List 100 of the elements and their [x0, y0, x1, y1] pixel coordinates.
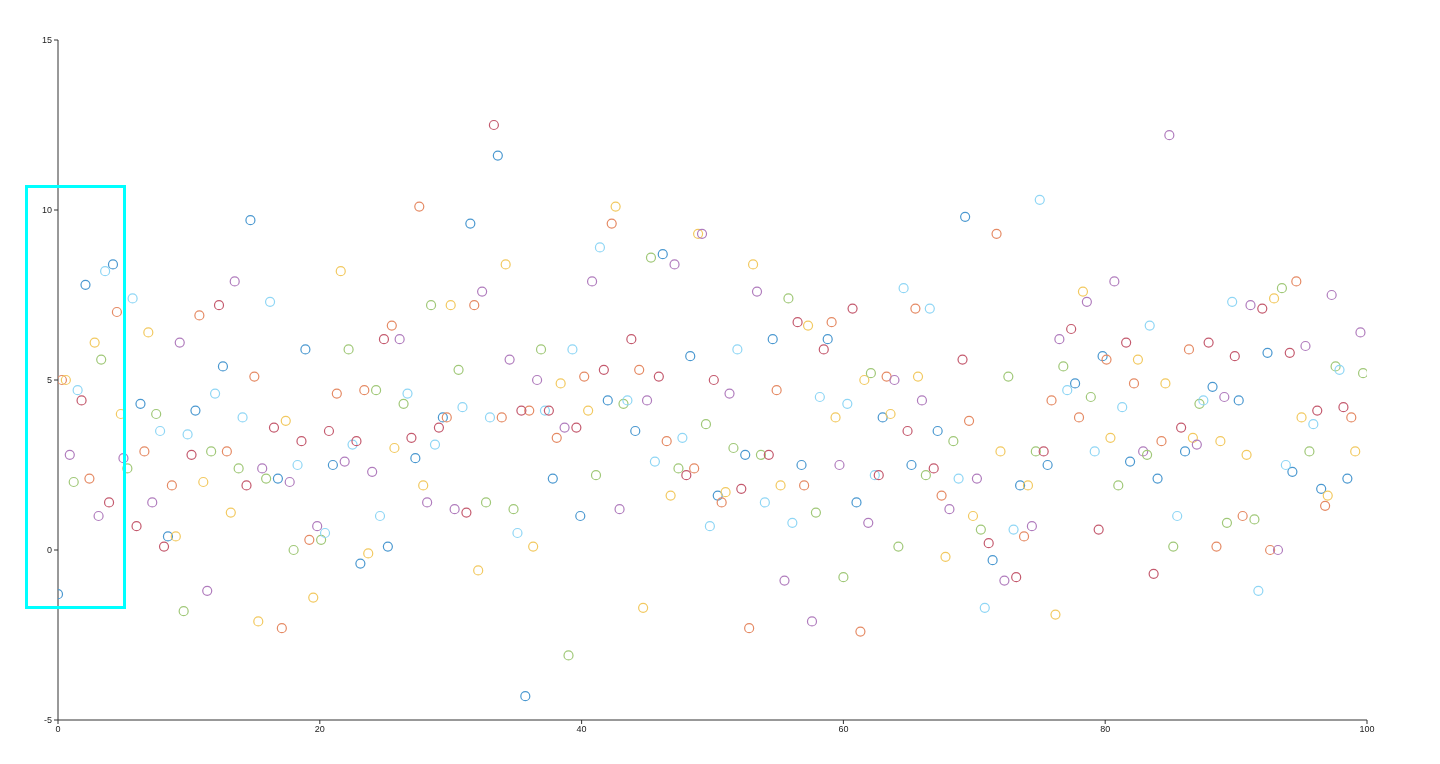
point	[528, 541, 539, 552]
point	[851, 497, 862, 508]
point	[826, 317, 837, 328]
point	[1253, 585, 1264, 596]
point	[249, 371, 260, 382]
point	[1237, 510, 1248, 522]
point	[461, 507, 472, 518]
point	[351, 436, 362, 447]
point	[724, 388, 735, 399]
point	[1322, 490, 1333, 501]
point	[1164, 130, 1175, 141]
point	[414, 201, 425, 212]
point	[335, 266, 346, 277]
point	[689, 463, 700, 474]
point	[693, 228, 704, 239]
point	[630, 425, 641, 437]
point	[158, 541, 170, 552]
point	[983, 538, 994, 549]
point	[924, 303, 935, 314]
point	[1211, 541, 1222, 552]
point	[155, 425, 166, 437]
point	[1296, 412, 1307, 423]
point	[696, 228, 708, 239]
point	[237, 412, 248, 423]
point	[551, 432, 562, 443]
point	[312, 521, 323, 532]
x-tick-label: 80	[1100, 724, 1111, 735]
point	[673, 463, 684, 474]
point	[1148, 568, 1159, 579]
point	[1138, 446, 1149, 457]
point	[209, 388, 221, 399]
point	[241, 480, 252, 491]
point	[1291, 276, 1302, 287]
point	[425, 300, 437, 311]
point	[806, 616, 818, 627]
point	[1179, 446, 1191, 457]
point	[920, 470, 931, 481]
point	[1342, 473, 1353, 484]
point	[166, 480, 177, 491]
point	[268, 422, 280, 433]
point	[594, 242, 606, 253]
point	[398, 398, 409, 409]
x-tick-label: 100	[1359, 724, 1375, 735]
y-tick-label: -5	[43, 715, 52, 726]
point	[1176, 422, 1187, 433]
point	[1066, 323, 1077, 335]
point	[453, 364, 464, 375]
point	[818, 344, 829, 355]
point	[645, 252, 657, 263]
point	[402, 388, 413, 399]
point	[1105, 432, 1116, 443]
point	[863, 517, 874, 528]
point	[93, 510, 104, 522]
point	[217, 361, 229, 372]
point	[963, 415, 975, 426]
point	[96, 354, 107, 365]
point	[842, 398, 853, 409]
point	[763, 449, 774, 460]
point	[838, 572, 849, 583]
point	[1334, 364, 1345, 375]
point	[893, 541, 904, 552]
point	[225, 507, 236, 518]
point	[308, 592, 319, 603]
point	[634, 364, 645, 375]
point	[559, 422, 570, 433]
point	[1346, 412, 1357, 423]
point	[1015, 480, 1026, 491]
point	[1268, 293, 1280, 304]
point	[174, 337, 185, 348]
point	[755, 449, 767, 460]
x-tick-label: 20	[314, 724, 325, 735]
point	[1249, 514, 1260, 525]
point	[834, 459, 845, 471]
point	[394, 334, 405, 345]
point	[64, 449, 75, 460]
point	[245, 215, 256, 226]
point	[182, 429, 193, 440]
point	[1198, 395, 1209, 406]
point	[653, 371, 664, 382]
point	[118, 453, 129, 464]
point	[971, 473, 983, 484]
point	[940, 551, 951, 562]
point	[429, 439, 441, 450]
point	[520, 691, 531, 702]
point	[657, 249, 668, 260]
point	[610, 201, 621, 212]
point	[316, 534, 327, 545]
point	[1058, 361, 1069, 372]
point	[186, 449, 197, 460]
point	[221, 446, 232, 457]
point	[944, 504, 955, 515]
point	[1003, 371, 1014, 382]
point	[928, 463, 939, 474]
point	[103, 497, 115, 508]
point	[975, 524, 986, 535]
point	[410, 453, 421, 464]
point	[213, 300, 225, 311]
point	[1215, 436, 1226, 447]
point	[272, 473, 284, 484]
point	[708, 374, 719, 386]
